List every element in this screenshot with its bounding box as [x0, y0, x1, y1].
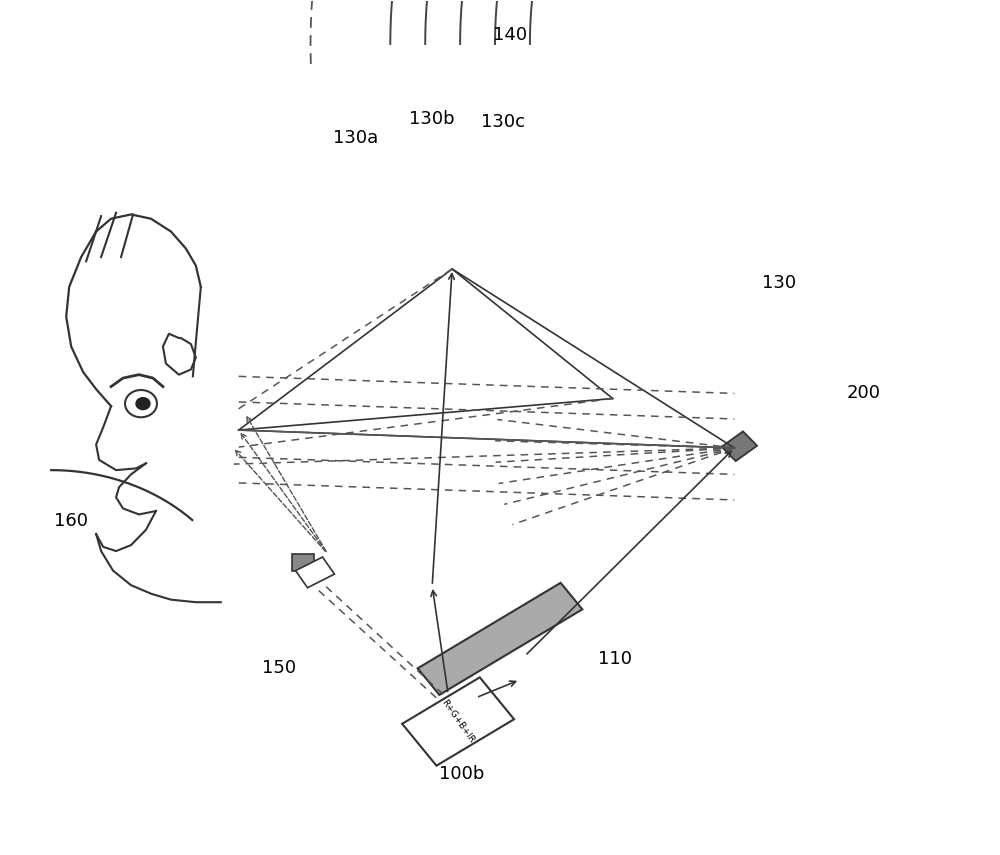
Polygon shape [292, 554, 314, 570]
Text: 140: 140 [493, 27, 527, 44]
Polygon shape [418, 583, 582, 695]
Text: 100b: 100b [439, 765, 485, 783]
Text: 110: 110 [598, 651, 632, 669]
Text: 130: 130 [762, 274, 796, 292]
Text: 150: 150 [262, 659, 296, 677]
Polygon shape [722, 432, 757, 461]
Text: 130a: 130a [333, 129, 378, 147]
Text: 200: 200 [847, 385, 881, 403]
Text: 160: 160 [54, 512, 88, 530]
Circle shape [136, 398, 150, 410]
Text: 130b: 130b [409, 110, 455, 128]
Text: R+G+B+IR: R+G+B+IR [440, 699, 476, 745]
Polygon shape [296, 557, 334, 587]
Polygon shape [402, 677, 514, 766]
Text: 130c: 130c [481, 114, 525, 132]
